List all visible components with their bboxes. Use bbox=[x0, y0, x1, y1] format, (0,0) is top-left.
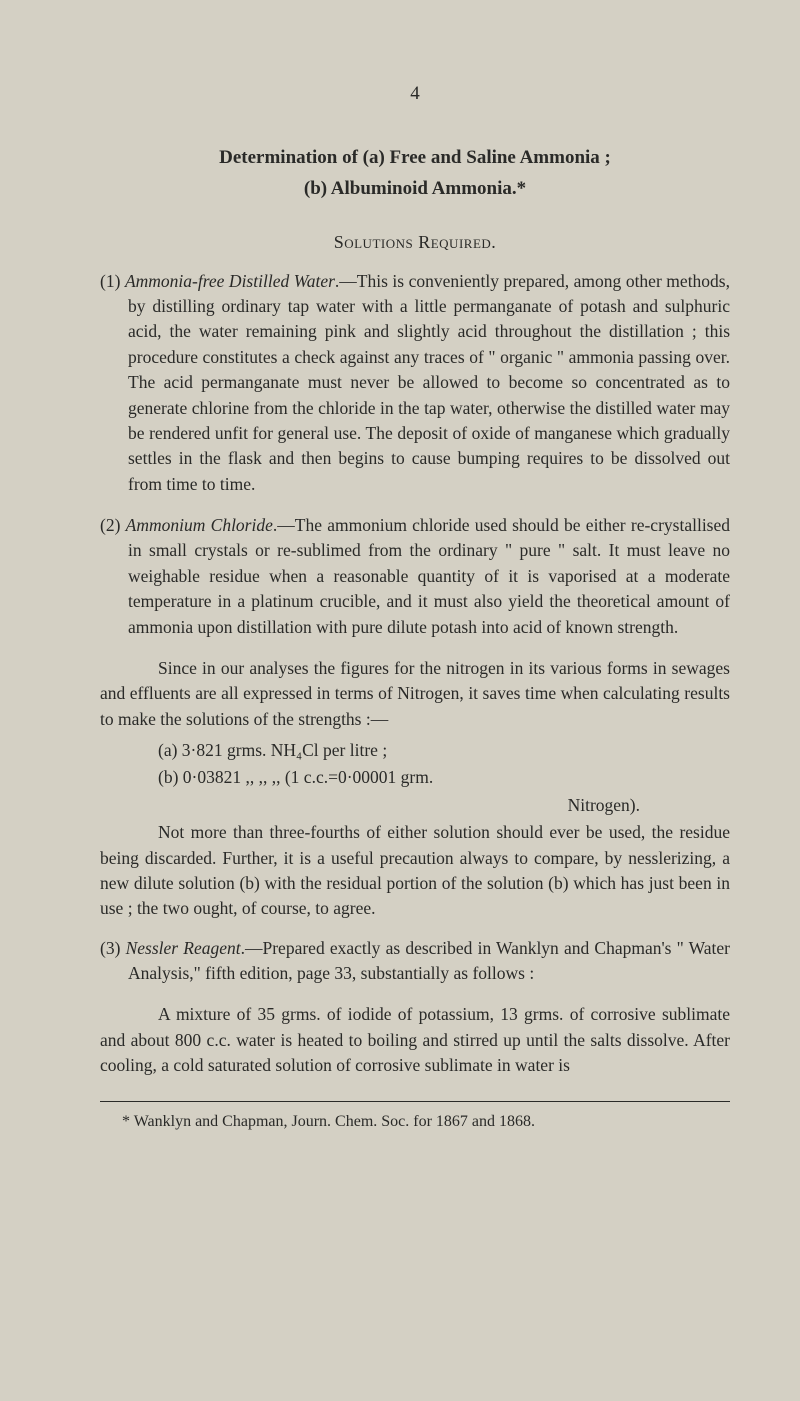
entry-2-para1-text: Since in our analyses the figures for th… bbox=[100, 658, 730, 729]
footnote: * Wanklyn and Chapman, Journ. Chem. Soc.… bbox=[100, 1110, 730, 1133]
page-container: 4 Determination of (a) Free and Saline A… bbox=[0, 0, 800, 1183]
entry-2-item-a: (a) 3·821 grms. NH₄Cl per litre ; bbox=[158, 738, 730, 763]
entry-3-number: (3) bbox=[100, 938, 126, 958]
entry-1-title: Ammonia-free Distilled Water bbox=[125, 271, 335, 291]
entry-2-number: (2) bbox=[100, 515, 126, 535]
page-number: 4 bbox=[100, 80, 730, 108]
entry-2-item-b: (b) 0·03821 ,, ,, ,, (1 c.c.=0·00001 grm… bbox=[158, 765, 730, 790]
entry-2-para2-text: Not more than three-fourths of either so… bbox=[100, 822, 730, 918]
entry-2-nitrogen: Nitrogen). bbox=[100, 793, 730, 818]
entry-2-title: Ammonium Chloride bbox=[126, 515, 273, 535]
entry-3-title: Nessler Reagent bbox=[126, 938, 241, 958]
entry-3-para-text: A mixture of 35 grms. of iodide of potas… bbox=[100, 1004, 730, 1075]
entry-3: (3) Nessler Reagent.—Prepared exactly as… bbox=[100, 936, 730, 987]
entry-2-paragraph-1: Since in our analyses the figures for th… bbox=[100, 656, 730, 732]
entry-2: (2) Ammonium Chloride.—The ammonium chlo… bbox=[100, 513, 730, 640]
entry-2-paragraph-2: Not more than three-fourths of either so… bbox=[100, 820, 730, 922]
entry-1: (1) Ammonia-free Distilled Water.—This i… bbox=[100, 269, 730, 497]
entry-1-number: (1) bbox=[100, 271, 125, 291]
title-line-1: Determination of (a) Free and Saline Amm… bbox=[100, 144, 730, 172]
entry-3-paragraph: A mixture of 35 grms. of iodide of potas… bbox=[100, 1002, 730, 1078]
entry-2-sublist: (a) 3·821 grms. NH₄Cl per litre ; (b) 0·… bbox=[158, 738, 730, 791]
entry-1-body: .—This is conveniently prepared, among o… bbox=[128, 271, 730, 494]
title-line-2: (b) Albuminoid Ammonia.* bbox=[100, 175, 730, 203]
footnote-rule bbox=[100, 1101, 730, 1102]
section-heading: Solutions Required. bbox=[100, 229, 730, 255]
